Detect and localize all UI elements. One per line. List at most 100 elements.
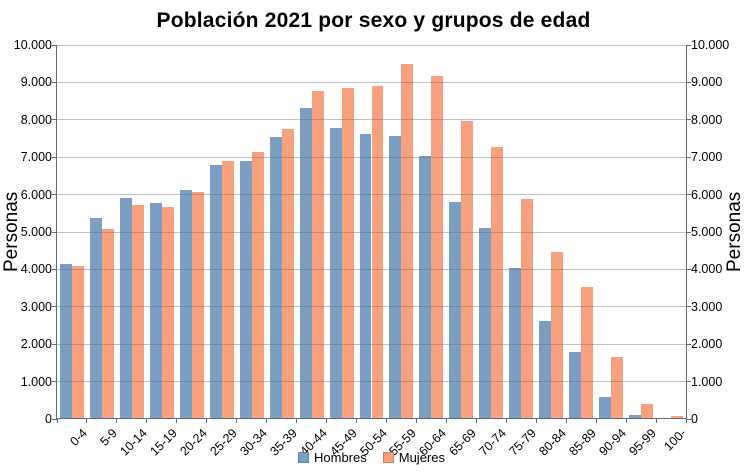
category-95-99 xyxy=(626,45,656,419)
x-tick-mark xyxy=(236,419,238,423)
bar-mujeres-35-39 xyxy=(281,128,294,419)
bar-mujeres-55-59 xyxy=(401,64,414,419)
category-90-94 xyxy=(596,45,626,419)
x-tick-label-5-9: 5-9 xyxy=(97,426,120,449)
x-tick-mark xyxy=(595,419,597,423)
y-tick-mark xyxy=(52,418,57,420)
x-tick-mark xyxy=(685,419,687,423)
y-tick-mark xyxy=(52,194,57,196)
bar-hombres-20-24 xyxy=(179,190,192,419)
y-tick-label: 5.000 xyxy=(691,225,723,239)
y-tick-label: 6.000 xyxy=(691,187,723,202)
category-30-34 xyxy=(237,45,267,419)
gridline-7.000 xyxy=(57,156,686,158)
x-tick-mark xyxy=(445,419,447,423)
bar-hombres-95-99 xyxy=(629,414,642,419)
bar-hombres-15-19 xyxy=(149,202,162,419)
bar-hombres-25-29 xyxy=(209,164,222,419)
bar-hombres-70-74 xyxy=(479,227,492,419)
bar-hombres-45-49 xyxy=(329,128,342,419)
legend-swatch-mujeres xyxy=(382,452,394,463)
bar-mujeres-40-44 xyxy=(311,90,324,419)
y-tick-mark xyxy=(686,194,691,196)
y-axis-labels-right: 10.000 9.000 8.000 7.000 6.000 5.000 4.000 3.00… xyxy=(691,38,743,426)
x-tick-label-0-4: 0-4 xyxy=(67,426,90,449)
category-20-24 xyxy=(177,45,207,419)
bar-mujeres-20-24 xyxy=(191,191,204,419)
y-tick-mark xyxy=(52,306,57,308)
y-axis-ticks-right xyxy=(686,44,691,420)
bar-hombres-60-64 xyxy=(419,155,432,419)
y-axis-labels-left: 10.000 9.000 8.000 7.000 6.000 5.000 4.000 3.00… xyxy=(0,38,52,426)
x-tick-mark xyxy=(206,419,208,423)
y-tick-mark xyxy=(686,81,691,83)
y-tick-mark xyxy=(52,381,57,383)
bar-mujeres-50-54 xyxy=(371,86,384,419)
bar-hombres-50-54 xyxy=(359,133,372,419)
bar-mujeres-10-14 xyxy=(131,205,144,419)
bar-mujeres-0-4 xyxy=(71,266,84,419)
bar-mujeres-65-69 xyxy=(461,121,474,419)
y-tick-mark xyxy=(52,156,57,158)
x-tick-mark xyxy=(625,419,627,423)
x-tick-mark xyxy=(415,419,417,423)
legend-item-hombres: Hombres xyxy=(298,450,367,465)
y-tick-mark xyxy=(52,119,57,121)
category-85-89 xyxy=(566,45,596,419)
x-tick-mark xyxy=(565,419,567,423)
categories-layer xyxy=(57,45,686,419)
legend-item-mujeres: Mujeres xyxy=(382,450,445,465)
y-tick-label: 3.000 xyxy=(691,299,723,314)
bar-mujeres-60-64 xyxy=(431,75,444,419)
x-tick-mark xyxy=(296,419,298,423)
category-40-44 xyxy=(297,45,327,419)
plot-area xyxy=(56,44,687,419)
y-tick-mark xyxy=(52,231,57,233)
bar-hombres-75-79 xyxy=(509,267,522,419)
bar-hombres-55-59 xyxy=(389,135,402,419)
y-tick-mark xyxy=(686,268,691,270)
bar-hombres-0-4 xyxy=(59,264,72,419)
bar-hombres-40-44 xyxy=(299,107,312,419)
y-axis-line-left xyxy=(56,45,57,419)
bar-mujeres-100- xyxy=(671,416,683,419)
bar-mujeres-95-99 xyxy=(641,403,654,419)
bar-hombres-65-69 xyxy=(449,202,462,419)
y-tick-label: 8.000 xyxy=(20,112,52,127)
legend-label-mujeres: Mujeres xyxy=(398,450,445,465)
legend-label-hombres: Hombres xyxy=(314,450,367,465)
gridline-5.000 xyxy=(57,231,686,233)
y-tick-label: 5.000 xyxy=(20,225,52,239)
y-tick-label: 2.000 xyxy=(20,337,52,352)
category-55-59 xyxy=(386,45,416,419)
y-tick-label: 4.000 xyxy=(691,262,723,277)
bar-mujeres-85-89 xyxy=(581,286,594,419)
legend: Hombres Mujeres xyxy=(57,450,686,465)
x-tick-mark xyxy=(326,419,328,423)
x-axis-line xyxy=(57,418,686,419)
y-tick-label: 1.000 xyxy=(691,374,723,389)
bar-mujeres-80-84 xyxy=(551,252,564,419)
bar-hombres-90-94 xyxy=(599,396,612,419)
bar-hombres-35-39 xyxy=(269,137,282,419)
y-tick-mark xyxy=(52,343,57,345)
y-tick-label: 8.000 xyxy=(691,112,723,127)
y-tick-mark xyxy=(686,156,691,158)
gridline-3.000 xyxy=(57,306,686,308)
gridline-4.000 xyxy=(57,268,686,270)
y-tick-mark xyxy=(686,381,691,383)
category-0-4 xyxy=(57,45,87,419)
y-tick-mark xyxy=(686,343,691,345)
y-tick-mark xyxy=(686,44,691,46)
bar-mujeres-25-29 xyxy=(221,160,234,419)
category-5-9 xyxy=(87,45,117,419)
x-tick-mark xyxy=(266,419,268,423)
y-tick-label: 7.000 xyxy=(20,150,52,165)
x-tick-mark xyxy=(86,419,88,423)
bar-mujeres-45-49 xyxy=(341,87,354,419)
x-tick-mark xyxy=(176,419,178,423)
y-axis-line-right xyxy=(686,45,687,419)
category-70-74 xyxy=(476,45,506,419)
y-tick-label: 6.000 xyxy=(20,187,52,202)
bar-hombres-85-89 xyxy=(569,351,582,419)
